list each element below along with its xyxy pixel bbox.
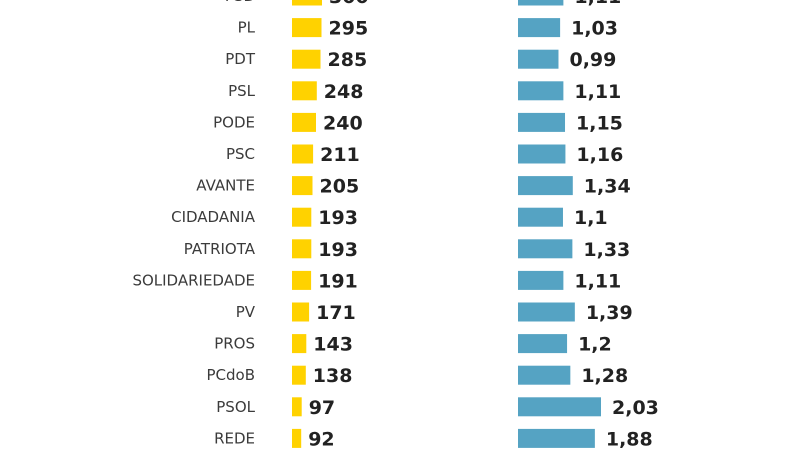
bar-series-2 [518, 270, 564, 290]
bar-series-2 [518, 144, 566, 164]
bar-series-1 [292, 207, 312, 227]
category-label: PSC [226, 145, 255, 163]
bar-series-1 [292, 0, 322, 6]
value-label-series-1: 211 [320, 144, 360, 166]
bar-series-1 [292, 302, 310, 322]
bar-series-2 [518, 18, 561, 38]
value-label-series-2: 2,03 [612, 397, 659, 419]
bar-series-1 [292, 81, 317, 101]
bar-series-2 [518, 176, 573, 196]
category-label: PSL [228, 82, 256, 100]
value-label-series-2: 1,11 [574, 270, 621, 292]
bar-series-1 [292, 144, 314, 164]
category-label: PCdoB [206, 366, 255, 384]
value-label-series-2: 1,11 [574, 81, 621, 103]
value-label-series-1: 193 [318, 239, 358, 261]
value-label-series-2: 1,34 [584, 176, 631, 198]
bar-series-1 [292, 112, 316, 132]
value-label-series-1: 193 [318, 207, 358, 229]
value-label-series-2: 1,15 [576, 112, 623, 134]
bar-series-2 [518, 239, 573, 259]
bar-series-1 [292, 428, 302, 448]
value-label-series-1: 240 [323, 112, 363, 134]
value-label-series-2: 1,2 [578, 334, 612, 356]
value-label-series-1: 143 [313, 334, 353, 356]
category-label: AVANTE [196, 177, 255, 195]
bar-series-2 [518, 302, 575, 322]
bar-series-2 [518, 0, 564, 6]
value-label-series-2: 0,99 [569, 49, 616, 71]
value-label-series-1: 191 [318, 270, 358, 292]
category-label: REDE [214, 429, 255, 447]
bar-series-2 [518, 112, 566, 132]
category-label: PL [238, 19, 256, 37]
bar-series-1 [292, 397, 302, 417]
value-label-series-1: 92 [308, 428, 334, 450]
value-label-series-2: 1,11 [574, 0, 621, 8]
value-label-series-2: 1,39 [586, 302, 633, 324]
bar-series-2 [518, 334, 568, 354]
value-label-series-1: 97 [309, 397, 335, 419]
bar-series-1 [292, 239, 312, 259]
bar-series-1 [292, 49, 321, 69]
category-label: PSD [225, 0, 255, 5]
category-label: PROS [214, 335, 255, 353]
bar-series-2 [518, 81, 564, 101]
value-label-series-1: 300 [329, 0, 369, 8]
bar-series-1 [292, 365, 306, 385]
value-label-series-1: 171 [316, 302, 356, 324]
bar-series-2 [518, 428, 595, 448]
value-label-series-1: 138 [313, 365, 353, 387]
bar-series-1 [292, 334, 307, 354]
value-label-series-2: 1,1 [574, 207, 608, 229]
category-label: PV [236, 303, 256, 321]
bar-series-1 [292, 18, 322, 38]
bar-series-1 [292, 270, 312, 290]
bar-series-2 [518, 397, 601, 417]
bar-series-2 [518, 207, 563, 227]
value-label-series-1: 248 [324, 81, 364, 103]
value-label-series-2: 1,16 [576, 144, 623, 166]
category-label: PATRIOTA [184, 240, 256, 258]
category-label: PDT [225, 50, 256, 68]
value-label-series-1: 205 [320, 176, 360, 198]
bar-series-2 [518, 365, 571, 385]
bar-series-2 [518, 49, 559, 69]
category-label: SOLIDARIEDADE [132, 271, 255, 289]
category-label: PSOL [216, 398, 255, 416]
value-label-series-2: 1,03 [571, 18, 618, 40]
category-label: CIDADANIA [171, 208, 256, 226]
value-label-series-1: 285 [328, 49, 368, 71]
value-label-series-1: 295 [329, 18, 369, 40]
value-label-series-2: 1,33 [583, 239, 630, 261]
category-label: PODE [213, 113, 255, 131]
value-label-series-2: 1,28 [581, 365, 628, 387]
bar-series-1 [292, 176, 313, 196]
value-label-series-2: 1,88 [606, 428, 653, 450]
